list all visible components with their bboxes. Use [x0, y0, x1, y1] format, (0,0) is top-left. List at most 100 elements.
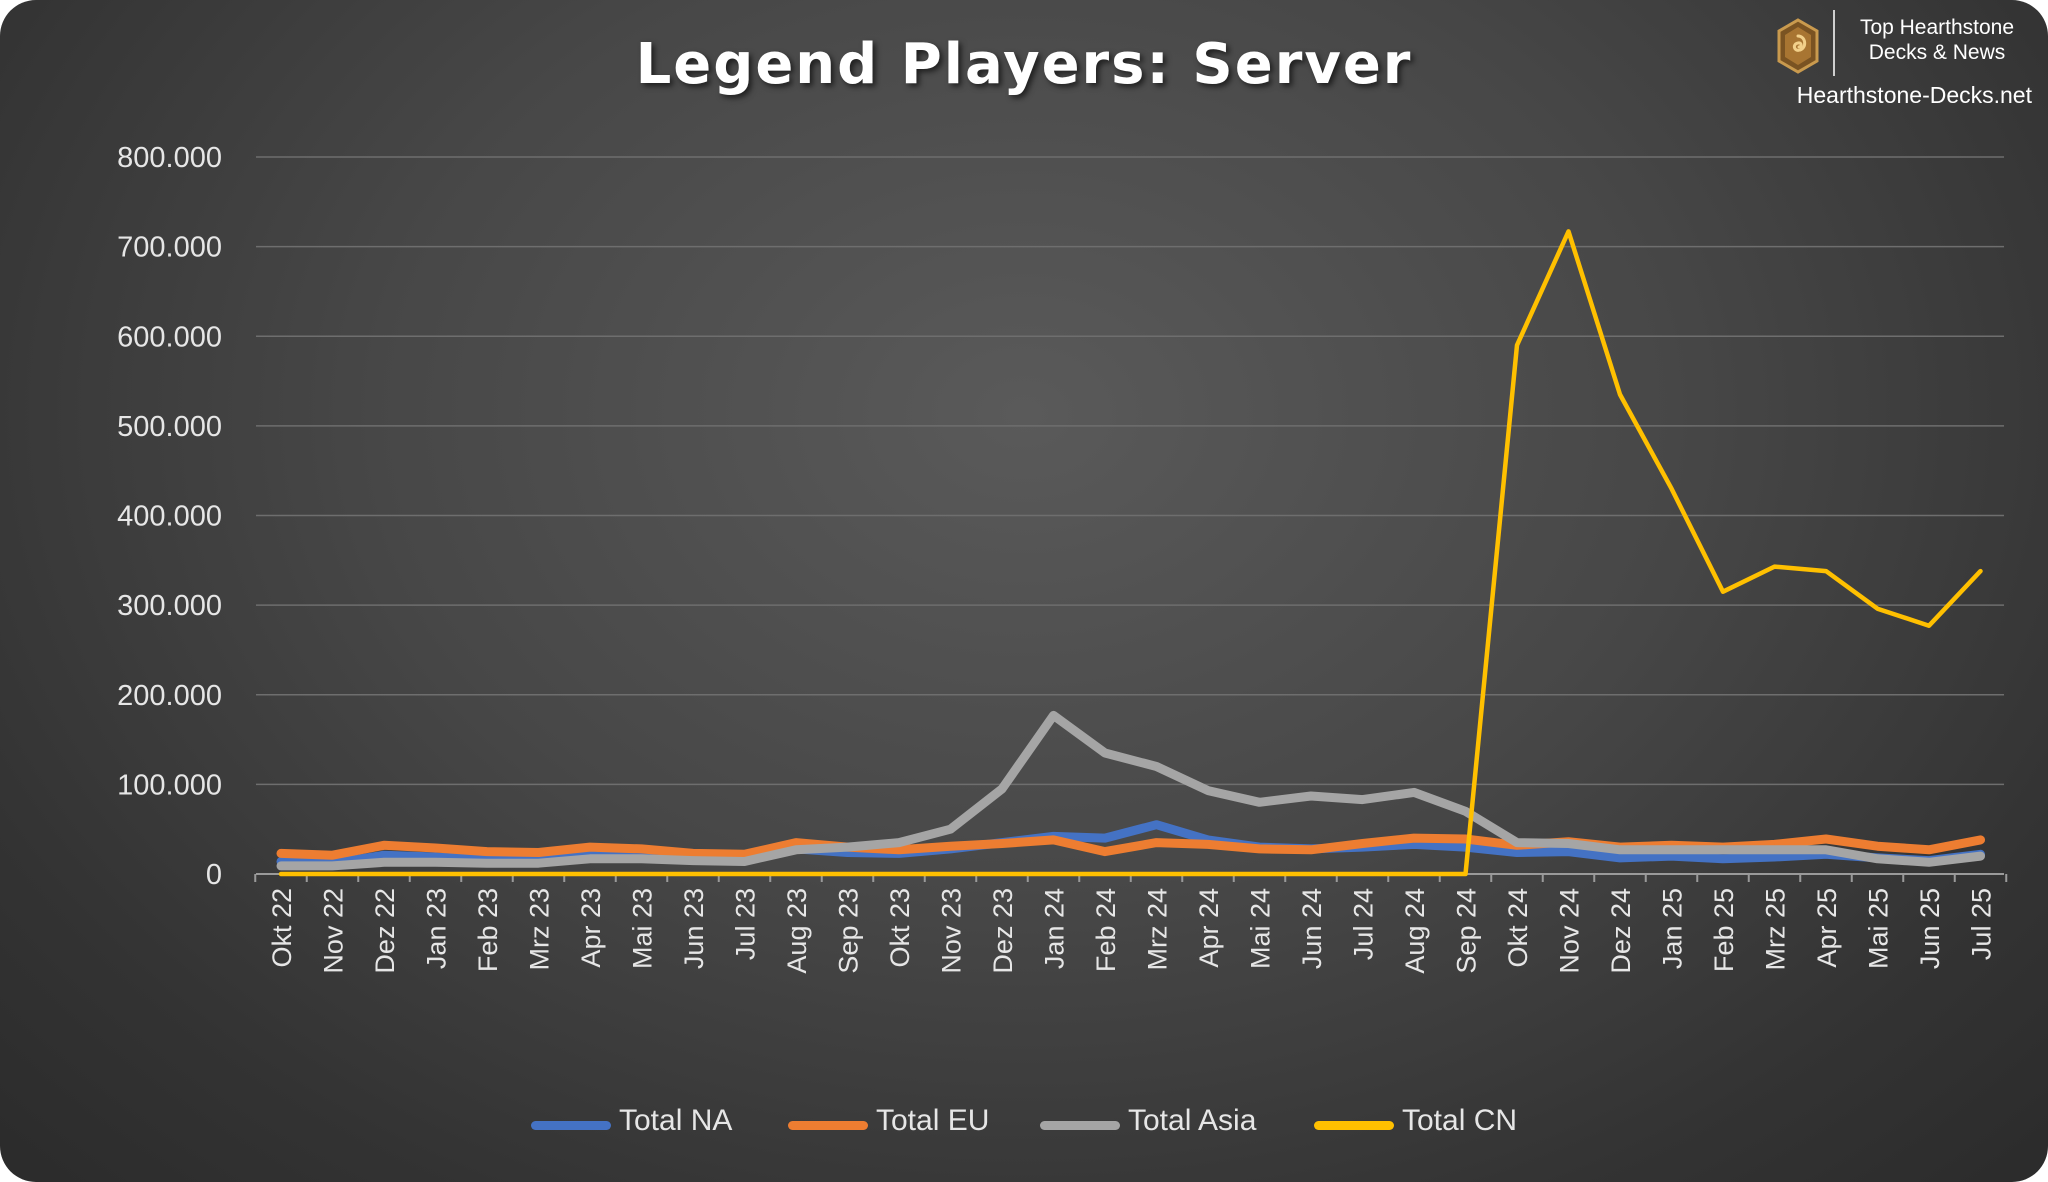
chart-legend: Total NA Total EU Total Asia Total CN	[0, 1098, 2048, 1148]
data-point	[1259, 848, 1260, 850]
data-point	[538, 873, 539, 875]
data-point	[898, 849, 900, 851]
series-line-total-cn	[278, 229, 1983, 877]
data-point	[847, 846, 848, 848]
data-point	[1928, 849, 1930, 851]
x-tick-label: Nov 22	[319, 888, 349, 974]
data-point	[1516, 851, 1518, 853]
data-point	[1774, 856, 1775, 858]
data-point	[1156, 765, 1157, 767]
y-tick-label: 100.000	[117, 769, 222, 801]
data-point	[383, 844, 385, 846]
brand-tagline-line2: Decks & News	[1868, 41, 2006, 64]
data-point	[898, 873, 900, 875]
data-point	[1465, 838, 1466, 840]
data-point	[795, 873, 797, 875]
x-tick-label: Jan 24	[1040, 888, 1070, 969]
x-tick-label: Jan 23	[422, 888, 452, 969]
data-point	[1465, 873, 1466, 875]
data-point	[1156, 842, 1157, 844]
data-point	[332, 865, 333, 867]
x-tick-label: Jan 25	[1658, 888, 1688, 969]
data-point	[486, 873, 488, 875]
data-point	[383, 873, 385, 875]
legend-label: Total NA	[619, 1104, 733, 1137]
data-point	[692, 852, 694, 854]
x-tick-label: Feb 24	[1091, 888, 1121, 972]
data-point	[1156, 873, 1157, 875]
x-tick-label: Okt 23	[885, 888, 915, 968]
data-point	[1825, 570, 1827, 572]
data-point	[435, 873, 436, 875]
x-tick-label: Nov 24	[1555, 888, 1585, 974]
data-point	[641, 858, 642, 860]
data-point	[1722, 858, 1724, 860]
data-point	[383, 854, 385, 856]
data-point	[435, 861, 436, 863]
data-point	[1207, 843, 1209, 845]
data-point	[1825, 838, 1827, 840]
legend-label: Total CN	[1402, 1104, 1518, 1137]
data-point	[332, 854, 333, 856]
data-point	[641, 873, 642, 875]
data-point	[1310, 795, 1312, 797]
data-point	[1877, 858, 1878, 860]
data-point	[1825, 849, 1827, 851]
data-point	[1671, 849, 1672, 851]
data-point	[1104, 873, 1106, 875]
legend-swatch	[531, 1121, 611, 1130]
data-point	[589, 846, 591, 848]
y-tick-label: 300.000	[117, 590, 222, 622]
data-point	[641, 848, 642, 850]
data-point	[280, 873, 282, 875]
x-tick-label: Dez 24	[1606, 888, 1636, 974]
data-point	[538, 862, 539, 864]
x-tick-label: Nov 23	[937, 888, 967, 974]
series-line-total-asia	[276, 710, 1985, 871]
x-tick-label: Dez 23	[988, 888, 1018, 974]
series-lines	[276, 229, 1985, 877]
data-point	[332, 873, 333, 875]
data-point	[1207, 873, 1209, 875]
data-point	[280, 865, 282, 867]
x-tick-label: Mai 23	[628, 888, 658, 969]
x-tick-label: Apr 24	[1194, 888, 1224, 968]
x-axis-tick-labels: Okt 22 Nov 22 Dez 22 Jan 23 Feb 23 Mrz 23 Apr …	[267, 888, 1997, 974]
data-point	[1104, 837, 1106, 839]
x-tick-label: Mrz 24	[1143, 888, 1173, 971]
y-axis-tick-labels: 0 100.000 200.000 300.000 400.000 500.000 600.…	[117, 142, 222, 891]
data-point	[1413, 791, 1415, 793]
x-tick-label: Jul 24	[1349, 888, 1379, 960]
data-point	[538, 851, 539, 853]
data-point	[1980, 839, 1981, 841]
x-tick-label: Sep 24	[1452, 888, 1482, 974]
data-point	[692, 873, 694, 875]
x-tick-label: Mrz 25	[1761, 888, 1791, 971]
data-point	[1774, 849, 1775, 851]
data-point	[950, 828, 951, 830]
x-tick-label: Feb 25	[1709, 888, 1739, 972]
y-tick-label: 800.000	[117, 142, 222, 174]
series-total-asia	[276, 710, 1985, 871]
y-tick-label: 0	[206, 859, 222, 891]
data-point	[1259, 873, 1260, 875]
x-tick-label: Jun 24	[1297, 888, 1327, 969]
data-point	[280, 852, 282, 854]
data-point	[1310, 849, 1312, 851]
x-tick-label: Dez 22	[370, 888, 400, 974]
x-tick-label: Okt 22	[267, 888, 297, 968]
chart-title: Legend Players: Server	[635, 32, 1413, 97]
legend-swatch	[1314, 1121, 1394, 1130]
data-point	[1413, 843, 1415, 845]
x-tick-label: Apr 25	[1812, 888, 1842, 968]
data-point	[1259, 801, 1260, 803]
data-point	[1619, 849, 1621, 851]
data-point	[1516, 344, 1518, 346]
y-tick-label: 400.000	[117, 501, 222, 533]
data-point	[1568, 230, 1569, 232]
data-point	[589, 873, 591, 875]
data-point	[1053, 839, 1054, 841]
data-point	[1877, 845, 1878, 847]
data-point	[1413, 873, 1415, 875]
